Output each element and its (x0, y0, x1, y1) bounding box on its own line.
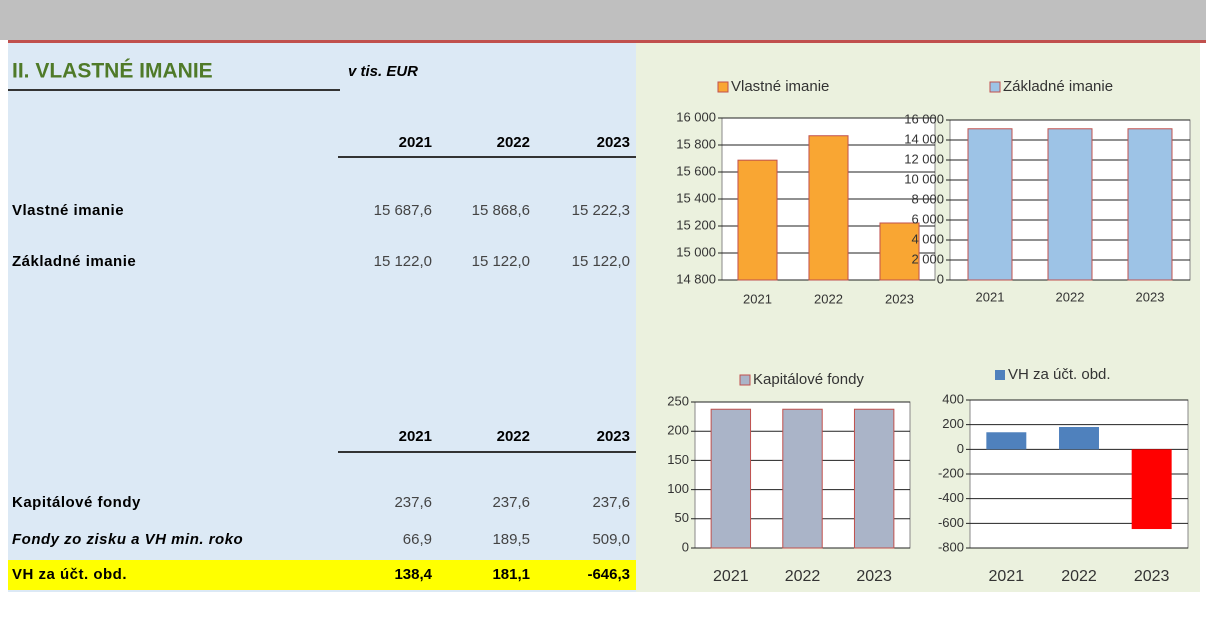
cell: 15 122,0 (472, 253, 530, 270)
cell: 15 122,0 (374, 253, 432, 270)
legend-label: VH za účt. obd. (1008, 366, 1111, 383)
y-tick-label: 400 (942, 391, 964, 406)
x-tick-label: 2023 (885, 291, 914, 306)
y-tick-label: 150 (667, 452, 689, 467)
y-tick-label: -600 (938, 515, 964, 530)
bar (808, 135, 849, 281)
column-header: 2023 (597, 428, 630, 445)
top-bar (0, 0, 1206, 40)
column-header: 2021 (399, 134, 432, 151)
y-tick-label: 14 800 (676, 271, 716, 286)
legend-label: Vlastné imanie (731, 78, 829, 95)
y-tick-label: 200 (667, 423, 689, 438)
x-tick-label: 2021 (713, 568, 749, 585)
legend-swatch (995, 370, 1005, 380)
cell: 237,6 (492, 494, 530, 511)
y-tick-label: 250 (667, 393, 689, 408)
cell: 15 868,6 (472, 202, 530, 219)
left-panel (8, 43, 636, 592)
y-tick-label: 15 400 (676, 190, 716, 205)
x-tick-label: 2023 (1134, 568, 1170, 585)
bar (782, 408, 823, 549)
y-tick-label: 0 (957, 441, 964, 456)
bar (737, 159, 778, 281)
x-tick-label: 2022 (1056, 289, 1085, 304)
y-tick-label: 100 (667, 481, 689, 496)
x-tick-label: 2023 (1136, 289, 1165, 304)
cell: 237,6 (592, 494, 630, 511)
legend-label: Kapitálové fondy (753, 371, 864, 388)
y-tick-label: 2 000 (911, 251, 944, 266)
y-tick-label: 16 000 (904, 111, 944, 126)
bar (1131, 449, 1172, 530)
y-tick-label: 15 000 (676, 244, 716, 259)
cell: 15 122,0 (572, 253, 630, 270)
column-header: 2021 (399, 428, 432, 445)
bar (879, 222, 920, 281)
column-header: 2023 (597, 134, 630, 151)
bar (1059, 426, 1099, 450)
y-tick-label: 15 600 (676, 163, 716, 178)
highlight-row (8, 560, 636, 590)
x-tick-label: 2021 (989, 568, 1025, 585)
cell: 15 222,3 (572, 202, 630, 219)
unit: v tis. EUR (348, 63, 418, 80)
x-tick-label: 2021 (743, 291, 772, 306)
y-tick-label: 6 000 (911, 211, 944, 226)
bar (1047, 128, 1093, 281)
bar (986, 432, 1027, 450)
x-tick-label: 2022 (814, 291, 843, 306)
row-label: Fondy zo zisku a VH min. roko (12, 531, 243, 548)
bar (967, 128, 1013, 281)
cell: 509,0 (592, 531, 630, 548)
y-tick-label: 15 800 (676, 136, 716, 151)
red-rule (8, 40, 1206, 43)
cell: -646,3 (587, 566, 630, 583)
x-tick-label: 2021 (976, 289, 1005, 304)
column-header: 2022 (497, 428, 530, 445)
y-tick-label: 0 (937, 271, 944, 286)
y-tick-label: 200 (942, 416, 964, 431)
y-tick-label: 50 (675, 510, 689, 525)
y-tick-label: 10 000 (904, 171, 944, 186)
legend-swatch (717, 81, 729, 93)
cell: 181,1 (492, 566, 530, 583)
column-header: 2022 (497, 134, 530, 151)
cell: 66,9 (403, 531, 432, 548)
x-tick-label: 2023 (856, 568, 892, 585)
y-tick-label: 0 (682, 539, 689, 554)
bar (710, 408, 752, 549)
y-tick-label: 16 000 (676, 109, 716, 124)
y-tick-label: 12 000 (904, 151, 944, 166)
y-tick-label: 15 200 (676, 217, 716, 232)
y-tick-label: 4 000 (911, 231, 944, 246)
bar (853, 408, 895, 549)
y-tick-label: 8 000 (911, 191, 944, 206)
row-label: Kapitálové fondy (12, 494, 141, 511)
cell: 189,5 (492, 531, 530, 548)
y-tick-label: -800 (938, 539, 964, 554)
bar (1127, 128, 1173, 281)
y-tick-label: -400 (938, 490, 964, 505)
row-label: VH za účt. obd. (12, 566, 127, 583)
legend-swatch (989, 81, 1001, 93)
legend-swatch (739, 374, 751, 386)
legend-label: Základné imanie (1003, 78, 1113, 95)
y-tick-label: 14 000 (904, 131, 944, 146)
x-tick-label: 2022 (1061, 568, 1097, 585)
x-tick-label: 2022 (785, 568, 821, 585)
title: II. VLASTNÉ IMANIE (12, 60, 213, 83)
y-tick-label: -200 (938, 465, 964, 480)
row-label: Vlastné imanie (12, 202, 124, 219)
cell: 237,6 (394, 494, 432, 511)
cell: 15 687,6 (374, 202, 432, 219)
row-label: Základné imanie (12, 253, 136, 270)
cell: 138,4 (394, 566, 432, 583)
